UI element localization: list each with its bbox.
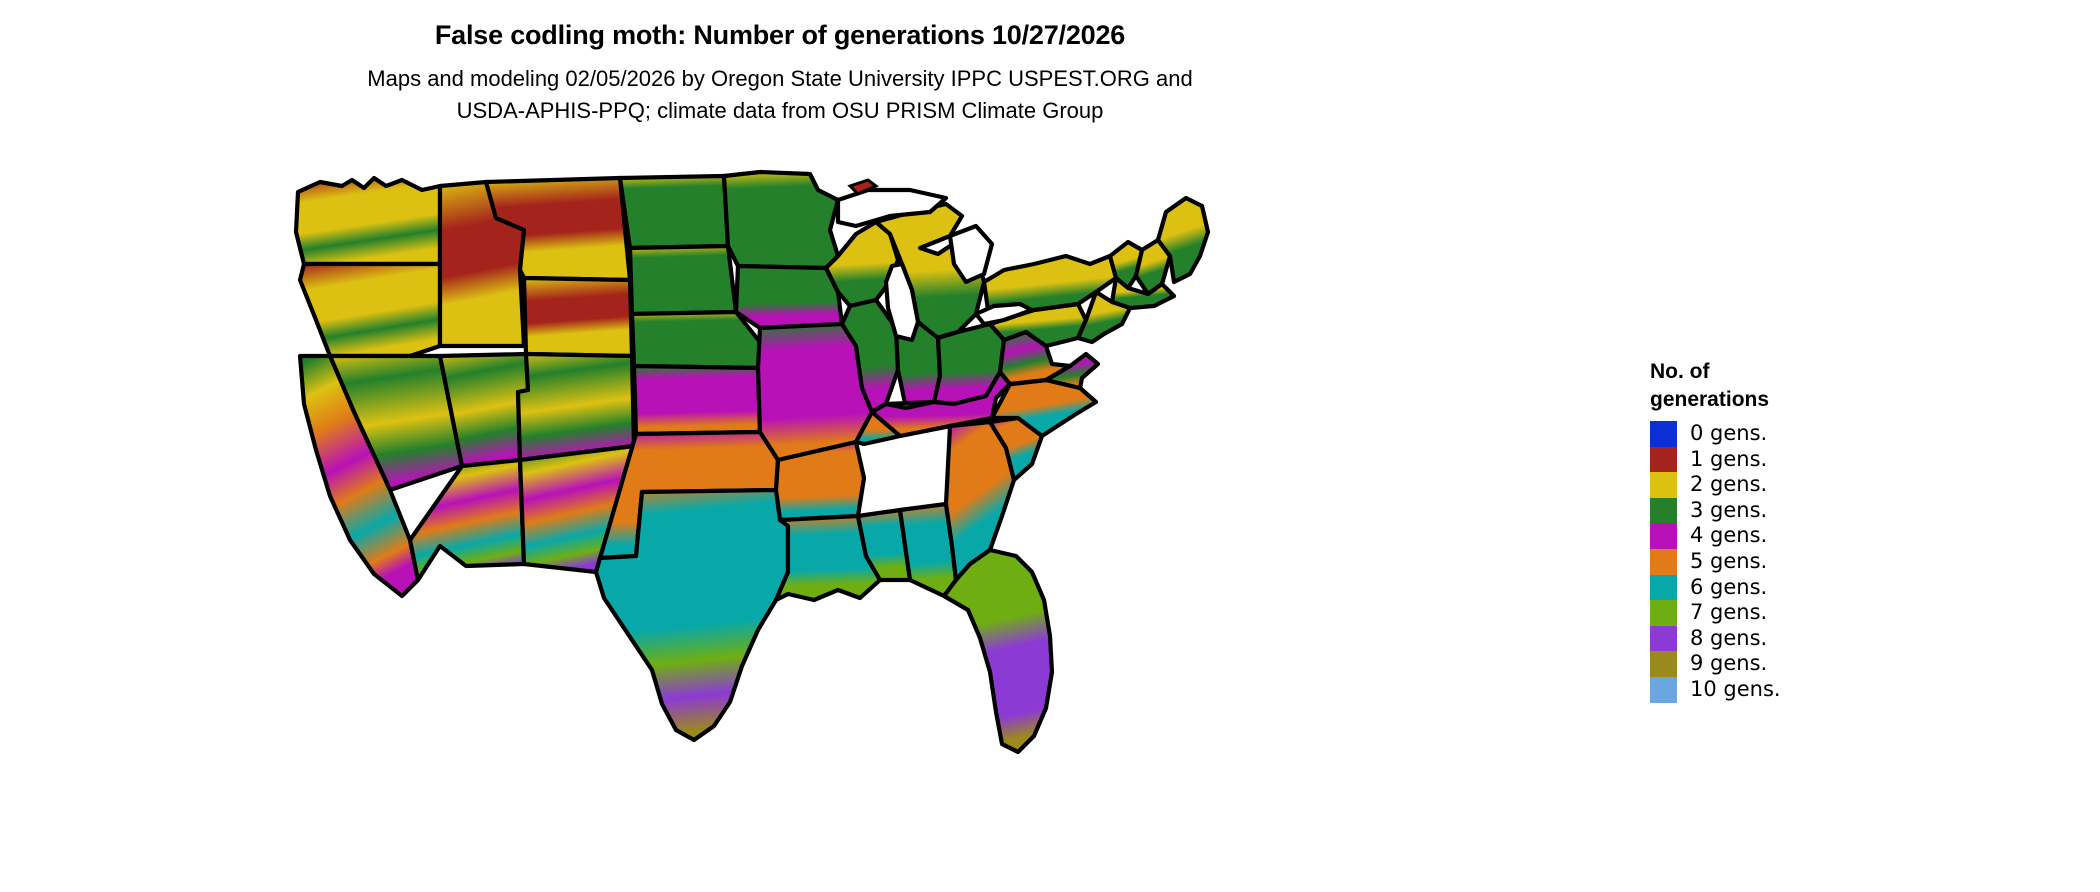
legend-label: 9 gens. (1690, 651, 1768, 676)
subtitle-line-1: Maps and modeling 02/05/2026 by Oregon S… (367, 66, 1193, 91)
state-new-jersey-ct-ri-de-md (1075, 289, 1133, 345)
state-nebraska (629, 309, 763, 371)
state-kansas (631, 363, 763, 437)
state-florida (941, 547, 1055, 755)
legend-item-list: 0 gens. 1 gens. 2 gens. 3 gens. 4 gens. 5 gen… (1650, 421, 1980, 703)
legend-color-swatch (1650, 625, 1677, 652)
map-container[interactable] (290, 160, 1370, 880)
subtitle-line-2: USDA-APHIS-PPQ; climate data from OSU PR… (456, 98, 1104, 123)
us-generations-choropleth[interactable] (290, 160, 1370, 880)
legend-label: 5 gens. (1690, 548, 1768, 573)
legend-row[interactable]: 0 gens. (1650, 421, 1980, 447)
map-legend: No. of generations 0 gens. 1 gens. 2 gens.… (1650, 358, 1980, 703)
legend-title-line-1: No. of (1650, 360, 1710, 383)
map-small-features (847, 178, 879, 196)
legend-label: 6 gens. (1690, 574, 1768, 599)
legend-label: 7 gens. (1690, 600, 1768, 625)
great-lakes (835, 187, 1035, 343)
legend-color-swatch (1650, 600, 1677, 626)
legend-color-swatch (1650, 651, 1677, 677)
legend-label: 2 gens. (1690, 472, 1768, 497)
state-washington (293, 175, 443, 267)
legend-row[interactable]: 2 gens. (1650, 472, 1980, 498)
state-minnesota (721, 169, 841, 271)
state-texas (593, 487, 791, 743)
state-south-dakota (627, 243, 739, 317)
legend-row[interactable]: 7 gens. (1650, 600, 1980, 626)
legend-color-swatch (1650, 523, 1677, 549)
legend-row[interactable]: 6 gens. (1650, 574, 1980, 601)
legend-color-swatch (1650, 548, 1677, 575)
legend-row[interactable]: 5 gens. (1650, 548, 1980, 575)
legend-color-swatch (1650, 472, 1677, 498)
legend-label: 4 gens. (1690, 523, 1768, 548)
title-block: False codling moth: Number of generation… (0, 0, 1560, 127)
lake-michigan (883, 261, 921, 343)
legend-color-swatch (1650, 446, 1677, 473)
legend-color-swatch (1650, 676, 1677, 703)
lake-huron-erie (947, 223, 995, 285)
legend-row[interactable]: 9 gens. (1650, 651, 1980, 677)
region-plains (593, 173, 791, 743)
page-title: False codling moth: Number of generation… (434, 20, 1126, 50)
region-midwest (721, 169, 1007, 463)
state-north-dakota (617, 173, 731, 251)
legend-label: 8 gens. (1690, 625, 1768, 650)
legend-color-swatch (1650, 574, 1677, 601)
state-wyoming (521, 275, 635, 359)
state-wisconsin (823, 219, 901, 309)
legend-label: 1 gens. (1690, 446, 1768, 471)
legend-label: 0 gens. (1690, 421, 1768, 445)
legend-color-swatch (1650, 497, 1677, 524)
region-south (773, 329, 1101, 755)
region-west (293, 175, 639, 599)
legend-title: No. of generations (1650, 358, 1820, 414)
isle-royale (847, 178, 879, 196)
legend-row[interactable]: 1 gens. (1650, 446, 1980, 473)
state-colorado (515, 351, 637, 463)
state-california (297, 353, 421, 599)
lake-superior (835, 187, 949, 229)
legend-row[interactable]: 8 gens. (1650, 625, 1980, 652)
legend-title-line-2: generations (1650, 388, 1770, 411)
state-georgia (943, 419, 1017, 583)
legend-row[interactable]: 4 gens. (1650, 523, 1980, 549)
legend-color-swatch (1650, 421, 1677, 447)
state-illinois (839, 297, 901, 415)
state-maine (1155, 195, 1211, 285)
legend-row[interactable]: 10 gens. (1650, 676, 1980, 703)
legend-row[interactable]: 3 gens. (1650, 497, 1980, 524)
legend-label: 10 gens. (1690, 676, 1781, 701)
legend-label: 3 gens. (1690, 497, 1768, 522)
state-iowa (733, 263, 845, 331)
lake-erie (973, 301, 1035, 327)
